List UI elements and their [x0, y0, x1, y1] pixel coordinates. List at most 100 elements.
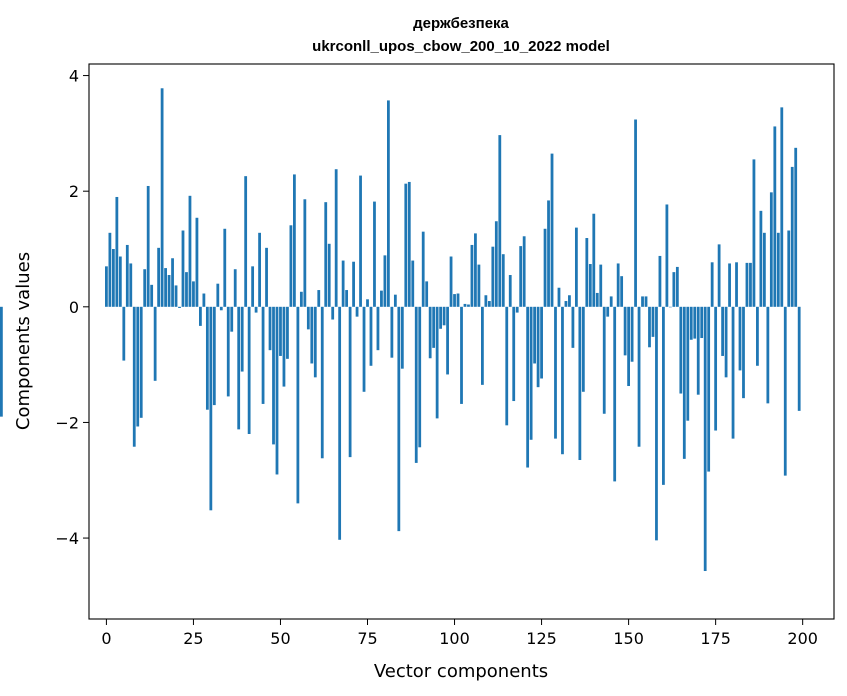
bar — [515, 306, 519, 313]
bar — [773, 126, 777, 307]
bar — [543, 228, 547, 307]
bar — [331, 306, 335, 320]
bar — [756, 306, 759, 366]
bar — [602, 306, 606, 414]
bar — [470, 244, 474, 307]
bar — [341, 260, 345, 307]
bar — [380, 290, 383, 307]
bar — [721, 306, 724, 356]
bar — [334, 169, 338, 307]
x-tick-label: 25 — [183, 629, 203, 648]
bar — [289, 225, 293, 307]
bar — [108, 232, 112, 307]
bar — [613, 306, 617, 482]
bar — [150, 284, 154, 307]
bar — [143, 269, 147, 307]
bar — [414, 306, 418, 463]
bar — [616, 263, 620, 307]
bar — [320, 306, 324, 459]
bar — [279, 306, 282, 356]
bar — [689, 306, 693, 340]
bar — [345, 290, 349, 307]
bar — [449, 256, 453, 307]
bar — [376, 306, 380, 351]
bar — [258, 232, 261, 307]
bar — [195, 217, 199, 307]
bar — [627, 306, 630, 387]
bar — [254, 306, 258, 313]
bar — [588, 264, 592, 307]
bar — [578, 306, 582, 461]
bar — [185, 272, 188, 307]
bar — [533, 306, 536, 364]
bar — [369, 306, 373, 366]
bar — [324, 202, 328, 307]
bar — [494, 221, 498, 307]
y-tick-label: −2 — [55, 413, 79, 432]
bar — [557, 287, 561, 307]
bar — [550, 153, 554, 307]
chart-title-line-2: ukrconll_upos_cbow_200_10_2022 model — [312, 38, 610, 55]
bar — [432, 306, 436, 348]
bar — [387, 100, 390, 307]
bar — [153, 306, 157, 381]
bar — [568, 295, 571, 307]
bar — [317, 290, 321, 307]
bar — [115, 196, 119, 307]
bar — [362, 306, 366, 392]
bar — [623, 306, 627, 356]
x-tick-label: 150 — [613, 629, 644, 648]
bar — [630, 306, 634, 362]
y-tick-label: 2 — [69, 182, 79, 201]
x-axis-ticks: 0 25 50 75 100 125 150 175 200 — [101, 619, 818, 648]
bar — [679, 306, 683, 394]
y-tick-label: 4 — [69, 67, 79, 86]
bar — [268, 306, 272, 351]
bar — [453, 294, 456, 307]
bar — [118, 256, 122, 307]
bars-group — [0, 88, 801, 572]
bar — [505, 306, 509, 426]
bar — [731, 306, 735, 439]
bar — [693, 306, 697, 339]
bar — [275, 306, 279, 475]
x-tick-label: 125 — [526, 629, 557, 648]
bar — [359, 175, 362, 307]
bar — [467, 304, 470, 307]
bar — [366, 299, 369, 307]
bar — [397, 306, 401, 532]
bar — [202, 293, 206, 307]
bar — [609, 296, 613, 307]
bar — [355, 306, 359, 317]
bar — [540, 306, 543, 379]
x-tick-label: 50 — [270, 629, 290, 648]
bar — [696, 306, 700, 395]
bar — [728, 263, 731, 307]
bar — [435, 306, 439, 419]
bar — [491, 246, 495, 307]
bar — [581, 306, 585, 392]
bar — [648, 306, 651, 348]
bar — [111, 249, 115, 307]
bar — [428, 306, 432, 359]
bar — [742, 306, 745, 399]
bar — [585, 238, 589, 307]
bar — [425, 281, 429, 307]
bar — [219, 306, 223, 311]
bar — [512, 306, 516, 402]
bar — [400, 306, 404, 369]
bar — [164, 268, 167, 307]
bar — [313, 306, 317, 378]
bar — [393, 294, 397, 307]
bar — [421, 231, 425, 307]
bar — [171, 258, 174, 307]
bar — [192, 281, 195, 307]
bar — [199, 306, 202, 326]
bar — [132, 306, 136, 447]
bar — [442, 306, 446, 326]
bar — [105, 266, 108, 307]
bar — [564, 301, 568, 307]
bar — [390, 306, 394, 358]
bar — [167, 275, 171, 307]
